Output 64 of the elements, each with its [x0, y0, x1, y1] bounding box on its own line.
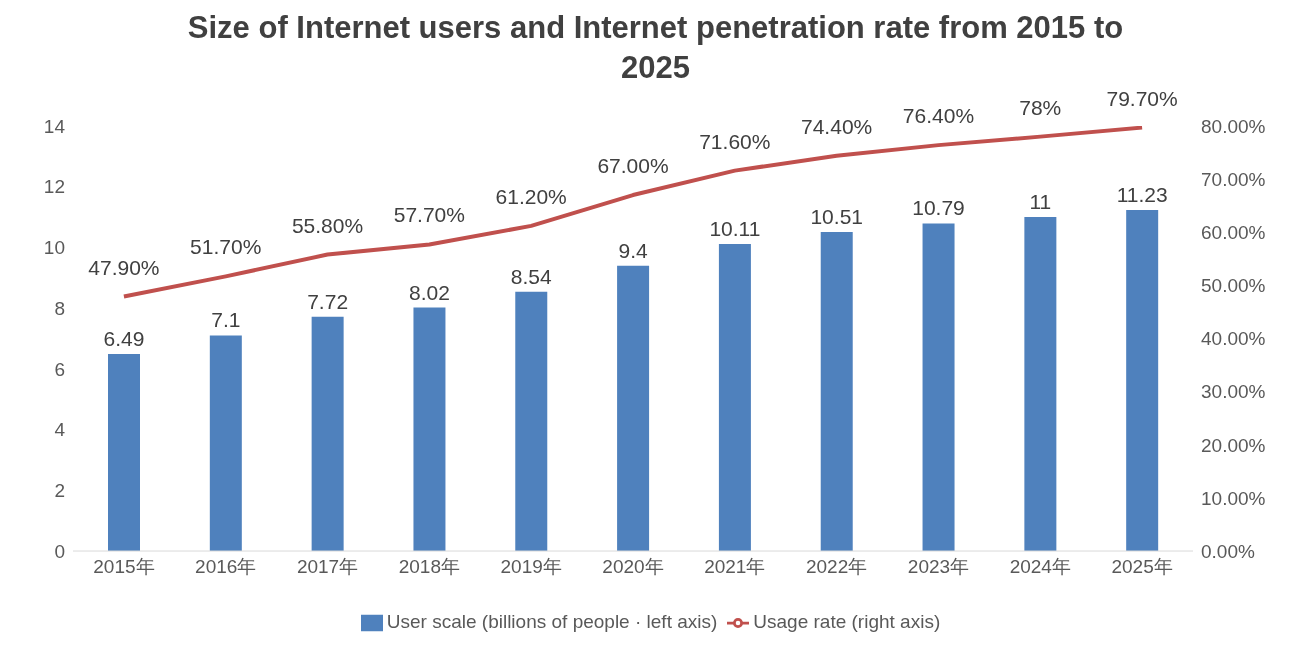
data-label: 76.40% — [902, 104, 975, 128]
data-label: 47.90% — [88, 255, 160, 279]
y-tick-label: 4 — [54, 419, 66, 441]
y2-tick-label: 70.00% — [1201, 168, 1266, 190]
bar — [108, 353, 140, 552]
y2-tick-label: 80.00% — [1201, 115, 1266, 137]
data-label: 10.11 — [709, 217, 761, 241]
data-label: 8.02 — [409, 280, 450, 304]
data-label: 7.1 — [211, 308, 241, 332]
x-tick-label: 2016年 — [195, 555, 257, 577]
data-label: 10.79 — [912, 196, 965, 220]
y2-tick-label: 10.00% — [1201, 487, 1266, 509]
data-label: 57.70% — [393, 203, 465, 227]
y-tick-label: 8 — [54, 297, 65, 319]
data-label: 61.20% — [495, 184, 567, 208]
y2-tick-label: 30.00% — [1201, 381, 1266, 403]
y-tick-label: 10 — [43, 237, 65, 259]
legend-label: Usage rate (right axis) — [753, 611, 941, 633]
y2-tick-label: 40.00% — [1201, 328, 1266, 350]
bar — [413, 307, 446, 552]
x-tick-label: 2020年 — [602, 555, 664, 577]
data-label: 55.80% — [291, 213, 364, 237]
data-label: 79.70% — [1106, 86, 1178, 110]
y2-tick-label: 0.00% — [1201, 540, 1255, 562]
data-label: 9.4 — [618, 238, 648, 262]
bar — [922, 223, 955, 552]
x-tick-label: 2019年 — [500, 555, 562, 577]
x-tick-label: 2021年 — [704, 555, 766, 577]
bar — [209, 335, 242, 552]
y2-tick-label: 60.00% — [1201, 222, 1266, 243]
x-tick-label: 2017年 — [296, 555, 359, 577]
data-label: 6.49 — [103, 326, 145, 350]
data-label: 78% — [1019, 95, 1062, 119]
chart-title: Size of Internet users and Internet penetration rate from 2015 to 2025 — [186, 9, 1125, 87]
data-label: 71.60% — [699, 129, 771, 153]
data-label: 10.51 — [810, 204, 864, 228]
data-label: 74.40% — [801, 114, 873, 138]
y-tick-label: 14 — [43, 115, 66, 137]
y2-tick-label: 50.00% — [1201, 275, 1266, 297]
x-tick-label: 2015年 — [93, 555, 155, 577]
bar — [820, 231, 853, 552]
x-tick-label: 2024年 — [1009, 555, 1071, 577]
y-tick-label: 6 — [54, 358, 65, 380]
bar — [515, 291, 548, 552]
data-label: 7.72 — [307, 289, 349, 313]
bar — [1024, 217, 1057, 552]
x-tick-label: 2022年 — [806, 555, 868, 577]
x-tick-label: 2025年 — [1111, 555, 1173, 577]
data-label: 11.23 — [1116, 183, 1168, 207]
y-tick-label: 0 — [54, 540, 65, 562]
data-label: 51.70% — [190, 235, 262, 259]
y2-tick-label: 20.00% — [1201, 434, 1266, 456]
y-tick-label: 12 — [43, 176, 65, 198]
bar — [311, 316, 344, 552]
y-tick-label: 2 — [54, 480, 65, 502]
x-tick-label: 2018年 — [398, 555, 460, 577]
data-label: 8.54 — [510, 264, 553, 288]
bar — [617, 265, 650, 552]
bar — [1126, 210, 1159, 552]
bar — [718, 244, 751, 552]
data-label: 67.00% — [597, 154, 669, 178]
data-label: 11 — [1029, 190, 1052, 214]
x-tick-label: 2023年 — [907, 555, 970, 577]
legend-label: User scale (billions of people · left axis) — [386, 611, 718, 633]
